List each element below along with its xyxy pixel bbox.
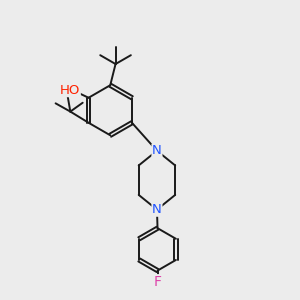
Text: F: F: [154, 275, 161, 289]
Text: N: N: [152, 144, 162, 157]
Text: HO: HO: [60, 84, 80, 97]
Text: N: N: [152, 203, 162, 216]
